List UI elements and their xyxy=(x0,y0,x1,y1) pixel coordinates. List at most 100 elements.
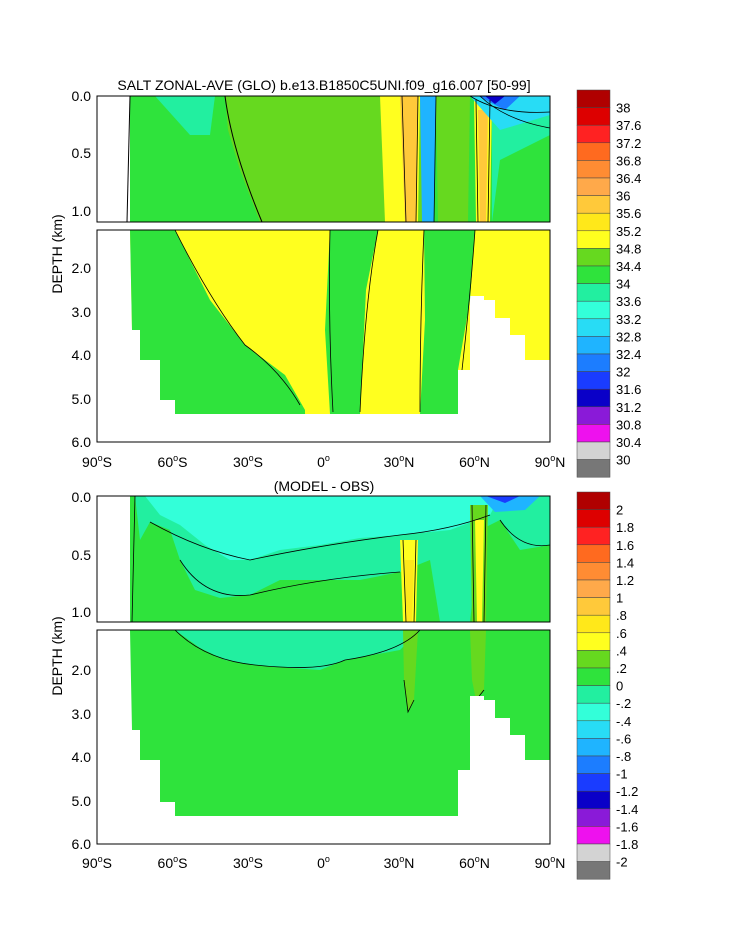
y-tick-label: 0.0 xyxy=(72,489,92,505)
colorbar-label: -2 xyxy=(616,855,628,870)
colorbar-label: 30.4 xyxy=(616,435,641,450)
colorbar-swatch xyxy=(576,388,611,408)
x-ticks-top: 90oS 60oS 30oS 0o 30oN 60oN 90oN xyxy=(82,453,565,470)
colorbar-swatch xyxy=(576,790,611,810)
x-tick-label: 0o xyxy=(317,854,330,871)
colorbar-label: 32.8 xyxy=(616,329,641,344)
colorbar-swatch xyxy=(576,212,611,232)
colorbar-label: 34 xyxy=(616,277,630,292)
y-tick-label: 3.0 xyxy=(72,304,92,320)
colorbar-label: 36.4 xyxy=(616,171,641,186)
colorbar-label: -1.6 xyxy=(616,819,638,834)
y-tick-label: 1.0 xyxy=(72,203,92,219)
lower-section-field xyxy=(96,229,551,443)
colorbar-label: -1 xyxy=(616,767,628,782)
colorbar-swatch xyxy=(576,685,611,704)
colorbar-label: -.6 xyxy=(616,731,631,746)
colorbar-swatch xyxy=(576,265,611,284)
colorbar-label: 34.4 xyxy=(616,259,641,274)
y-ticks-upper: 0.0 0.5 1.0 xyxy=(72,88,92,219)
upper-section-field xyxy=(96,95,551,223)
colorbar-label: 35.6 xyxy=(616,206,641,221)
y-ticks-upper: 0.0 0.5 1.0 xyxy=(72,489,92,620)
colorbar-swatch xyxy=(576,441,611,460)
colorbar-label: 1 xyxy=(616,591,623,606)
colorbar-swatch xyxy=(576,353,611,372)
panel-salt-zonal-ave: SALT ZONAL-AVE (GLO) b.e13.B1850C5UNI.f0… xyxy=(49,77,641,478)
colorbar-diff: 21.81.61.41.21.8.6.4.20-.2-.4-.6-.8-1-1.… xyxy=(576,491,638,880)
colorbar-label: .2 xyxy=(616,661,627,676)
x-tick-label: 0o xyxy=(317,453,330,470)
colorbar-label: 31.6 xyxy=(616,382,641,397)
y-tick-label: 6.0 xyxy=(72,836,92,852)
colorbar-label: 36 xyxy=(616,189,630,204)
colorbar-label: 37.6 xyxy=(616,118,641,133)
colorbar-swatch xyxy=(576,579,611,598)
x-tick-label: 90oN xyxy=(535,453,566,470)
colorbar-label: -1.2 xyxy=(616,784,638,799)
colorbar-label: 35.2 xyxy=(616,224,641,239)
colorbar-label: -1.8 xyxy=(616,837,638,852)
colorbar-swatch xyxy=(576,544,611,563)
colorbar-swatch xyxy=(576,283,611,302)
colorbar-label: 31.2 xyxy=(616,400,641,415)
colorbar-swatch xyxy=(576,755,611,774)
y-ticks-lower: 2.0 3.0 4.0 5.0 6.0 xyxy=(72,662,92,852)
colorbar-label: -.4 xyxy=(616,714,631,729)
x-tick-label: 60oS xyxy=(158,854,188,871)
colorbar-swatch xyxy=(576,826,611,845)
colorbar-label: 33.2 xyxy=(616,312,641,327)
colorbar-label: .8 xyxy=(616,608,627,623)
colorbar-swatch xyxy=(576,318,611,337)
colorbar-label: 0 xyxy=(616,679,623,694)
colorbar-label: 34.8 xyxy=(616,241,641,256)
x-tick-label: 60oN xyxy=(459,854,490,871)
colorbar-swatch xyxy=(576,632,611,651)
colorbar-swatch xyxy=(576,773,611,792)
y-axis-label: DEPTH (km) xyxy=(49,214,65,293)
colorbar-label: 1.8 xyxy=(616,520,634,535)
colorbar-swatch xyxy=(576,89,611,108)
colorbar-swatch xyxy=(576,195,611,214)
y-tick-label: 5.0 xyxy=(72,793,92,809)
colorbar-swatch xyxy=(576,667,611,686)
y-tick-label: 6.0 xyxy=(72,434,92,450)
y-tick-label: 2.0 xyxy=(72,260,92,276)
colorbar-swatch xyxy=(576,808,611,827)
colorbar-label: .4 xyxy=(616,643,627,658)
y-tick-label: 1.0 xyxy=(72,604,92,620)
colorbar-swatch xyxy=(576,406,611,425)
colorbar-swatch xyxy=(576,861,611,880)
x-tick-label: 90oS xyxy=(82,854,112,871)
colorbar-swatch xyxy=(576,720,611,739)
x-tick-label: 90oS xyxy=(82,453,112,470)
x-ticks-bottom: 90oS 60oS 30oS 0o 30oN 60oN 90oN xyxy=(82,854,565,871)
colorbar-swatch xyxy=(576,160,611,179)
panel-title: SALT ZONAL-AVE (GLO) b.e13.B1850C5UNI.f0… xyxy=(117,77,530,93)
colorbar-swatch xyxy=(576,459,611,478)
colorbar-label: 1.4 xyxy=(616,555,634,570)
colorbar-label: 32.4 xyxy=(616,347,641,362)
colorbar-label: 30.8 xyxy=(616,417,641,432)
colorbar-label: -.8 xyxy=(616,749,631,764)
colorbar-swatch xyxy=(576,843,611,862)
colorbar-swatch xyxy=(576,650,611,669)
colorbar-swatch xyxy=(576,230,611,249)
y-tick-label: 4.0 xyxy=(72,347,92,363)
colorbar-swatch xyxy=(576,597,611,616)
colorbar-swatch xyxy=(576,738,611,757)
colorbar-swatch xyxy=(576,509,611,528)
colorbar-swatch xyxy=(576,371,611,390)
y-tick-label: 3.0 xyxy=(72,706,92,722)
x-tick-label: 30oN xyxy=(384,854,415,871)
colorbar-swatch xyxy=(576,336,611,355)
colorbar-swatch xyxy=(576,614,611,634)
colorbar-label: 33.6 xyxy=(616,294,641,309)
panel-title: (MODEL - OBS) xyxy=(274,478,375,494)
colorbar-swatch xyxy=(576,107,611,126)
y-tick-label: 0.0 xyxy=(72,88,92,104)
colorbar-salt: 38 37.6 37.2 36.8 36.4 36 35.6 35.2 34.8 34.4 34 33… xyxy=(576,89,641,478)
colorbar-swatch xyxy=(576,562,611,581)
colorbar-label: 32 xyxy=(616,365,630,380)
x-tick-label: 30oS xyxy=(233,854,263,871)
